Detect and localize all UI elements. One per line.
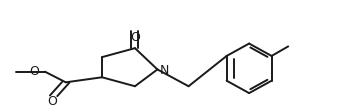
Text: N: N: [160, 64, 169, 76]
Text: O: O: [29, 65, 39, 78]
Text: O: O: [47, 95, 57, 108]
Text: O: O: [130, 31, 140, 44]
